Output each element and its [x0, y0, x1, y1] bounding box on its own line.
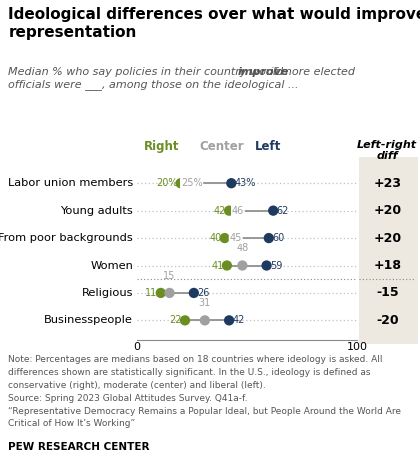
Text: 42: 42	[232, 316, 245, 325]
Text: 45: 45	[230, 233, 242, 243]
Text: Median % who say policies in their country would: Median % who say policies in their count…	[8, 67, 287, 77]
Point	[221, 234, 228, 242]
Point	[235, 207, 242, 214]
Text: Left: Left	[255, 140, 281, 152]
Point	[202, 316, 208, 324]
Text: 22: 22	[169, 316, 182, 325]
Text: 26: 26	[197, 288, 210, 298]
Point	[158, 289, 164, 297]
Point	[232, 234, 239, 242]
Text: officials were ___, among those on the ideological ...: officials were ___, among those on the i…	[8, 79, 299, 91]
Text: 20%: 20%	[156, 178, 177, 188]
Text: Source: Spring 2023 Global Attitudes Survey. Q41a-f.: Source: Spring 2023 Global Attitudes Sur…	[8, 394, 248, 402]
Point	[191, 289, 197, 297]
Text: Labor union members: Labor union members	[8, 178, 133, 188]
Point	[228, 180, 235, 187]
Text: +20: +20	[373, 204, 402, 217]
Text: 15: 15	[163, 271, 176, 280]
Text: 42: 42	[213, 206, 226, 216]
Text: Note: Percentages are medians based on 18 countries where ideology is asked. All: Note: Percentages are medians based on 1…	[8, 355, 383, 364]
Text: Left-right
diff: Left-right diff	[357, 140, 417, 161]
Text: differences shown are statistically significant. In the U.S., ideology is define: differences shown are statistically sign…	[8, 368, 371, 377]
Point	[177, 180, 184, 187]
Text: 60: 60	[272, 233, 284, 243]
Text: 43%: 43%	[235, 178, 256, 188]
Text: Young adults: Young adults	[60, 206, 133, 216]
Point	[166, 289, 173, 297]
Point	[226, 316, 233, 324]
Text: 41: 41	[211, 261, 223, 271]
Point	[239, 262, 246, 269]
Point	[182, 316, 189, 324]
Point	[223, 262, 230, 269]
Point	[265, 234, 272, 242]
Text: 48: 48	[236, 243, 249, 253]
Text: improve: improve	[237, 67, 289, 77]
Text: -20: -20	[376, 314, 399, 327]
Text: “Representative Democracy Remains a Popular Ideal, but People Around the World A: “Representative Democracy Remains a Popu…	[8, 407, 402, 415]
Text: 25%: 25%	[181, 178, 202, 188]
Point	[188, 180, 195, 187]
Text: Women: Women	[90, 261, 133, 271]
Point	[263, 262, 270, 269]
Text: From poor backgrounds: From poor backgrounds	[0, 233, 133, 243]
Text: -15: -15	[376, 286, 399, 299]
Text: +23: +23	[373, 176, 402, 190]
Text: if more elected: if more elected	[267, 67, 355, 77]
Text: 11: 11	[145, 288, 158, 298]
Point	[226, 207, 233, 214]
Text: 31: 31	[199, 298, 211, 308]
Text: PEW RESEARCH CENTER: PEW RESEARCH CENTER	[8, 442, 150, 452]
Text: Right: Right	[144, 140, 179, 152]
Text: conservative (right), moderate (center) and liberal (left).: conservative (right), moderate (center) …	[8, 381, 266, 389]
Text: 62: 62	[276, 206, 289, 216]
Text: 46: 46	[232, 206, 244, 216]
Text: 40: 40	[209, 233, 221, 243]
Text: Businesspeople: Businesspeople	[45, 316, 133, 325]
Text: Center: Center	[199, 140, 244, 152]
Text: Ideological differences over what would improve
representation: Ideological differences over what would …	[8, 7, 420, 40]
Text: Religious: Religious	[82, 288, 133, 298]
Text: +20: +20	[373, 231, 402, 244]
Point	[270, 207, 277, 214]
Text: 59: 59	[270, 261, 282, 271]
Text: +18: +18	[373, 259, 402, 272]
Text: Critical of How It’s Working”: Critical of How It’s Working”	[8, 419, 136, 428]
